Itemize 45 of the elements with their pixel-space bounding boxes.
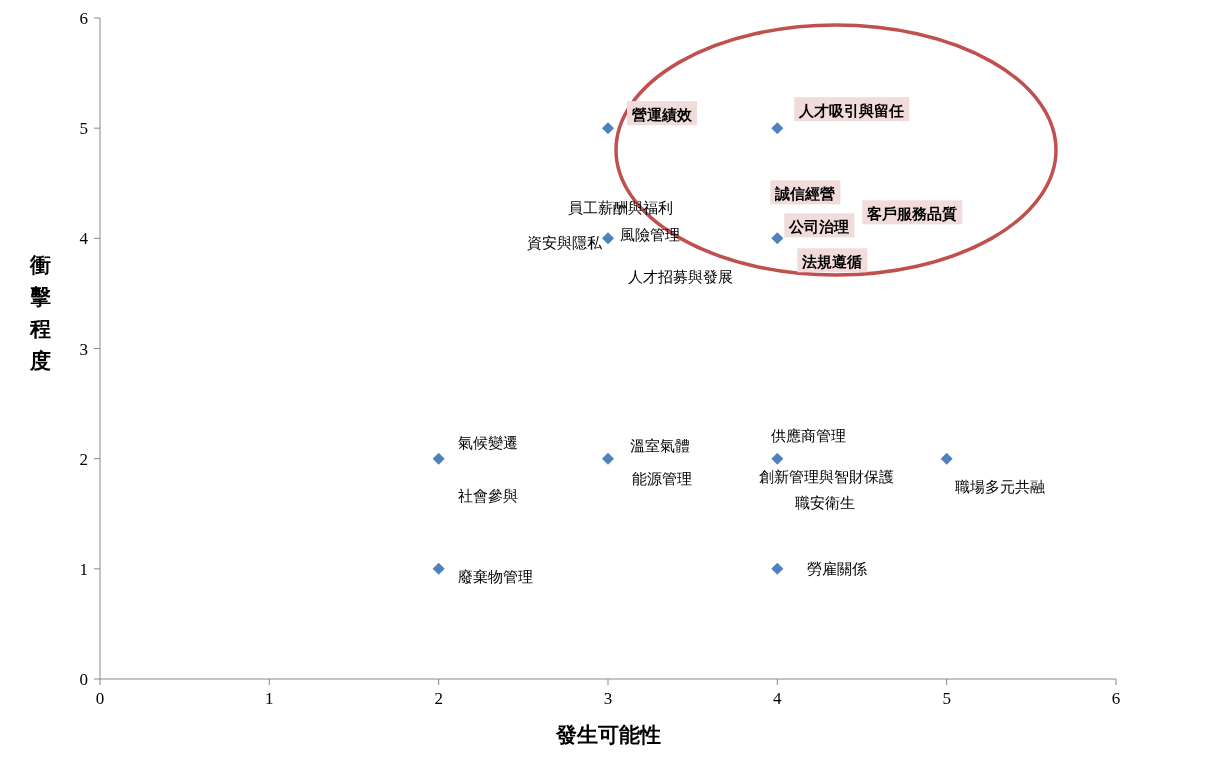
x-tick-label: 0 — [95, 689, 105, 708]
annotation: 勞雇關係 — [807, 560, 868, 577]
y-tick-label: 0 — [79, 670, 88, 689]
point — [602, 452, 614, 465]
y-tick-label: 3 — [79, 339, 88, 359]
y-tick-label: 1 — [79, 559, 88, 579]
point — [771, 562, 784, 575]
annotation: 公司治理 — [788, 219, 850, 236]
point — [432, 562, 445, 575]
annotation: 供應商管理 — [771, 427, 847, 444]
annotation: 營運績效 — [632, 107, 693, 124]
y-tick-label: 5 — [79, 119, 88, 139]
annotation: 職安衛生 — [795, 494, 856, 511]
x-tick-label: 6 — [1111, 689, 1121, 708]
point — [940, 452, 953, 465]
x-tick-label: 4 — [773, 689, 783, 708]
annotation: 職場多元共融 — [954, 478, 1045, 495]
x-tick-label: 3 — [603, 689, 613, 708]
annotation: 客戶服務品質 — [866, 205, 958, 224]
point — [432, 452, 445, 465]
annotation: 人才吸引與留任 — [798, 103, 905, 120]
x-axis-title: 發生可能性 — [554, 723, 661, 747]
y-axis-title: 衝擊程度 — [28, 253, 51, 373]
y-tick-label: 6 — [79, 9, 88, 28]
annotation: 創新管理與智財保護 — [759, 468, 895, 485]
point — [771, 452, 784, 465]
point — [602, 122, 614, 135]
annotation: 廢棄物管理 — [457, 568, 533, 585]
x-tick-label: 1 — [265, 689, 274, 708]
x-tick-label: 2 — [434, 689, 443, 708]
point — [771, 232, 784, 245]
annotation: 誠信經營 — [774, 186, 836, 203]
annotation: 氣候變遷 — [457, 434, 518, 451]
annotation: 資安與隱私 — [527, 235, 603, 252]
point — [602, 232, 614, 245]
annotation: 員工薪酬與福利 — [568, 200, 673, 217]
annotation: 人才招募與發展 — [628, 269, 733, 286]
annotation: 社會參與 — [457, 487, 518, 504]
y-tick-label: 2 — [79, 449, 88, 469]
annotation: 法規遵循 — [801, 253, 863, 271]
annotation: 溫室氣體 — [630, 437, 690, 454]
annotation: 能源管理 — [632, 470, 692, 487]
x-tick-label: 5 — [942, 689, 951, 708]
point — [771, 122, 784, 135]
y-tick-label: 4 — [79, 229, 89, 249]
